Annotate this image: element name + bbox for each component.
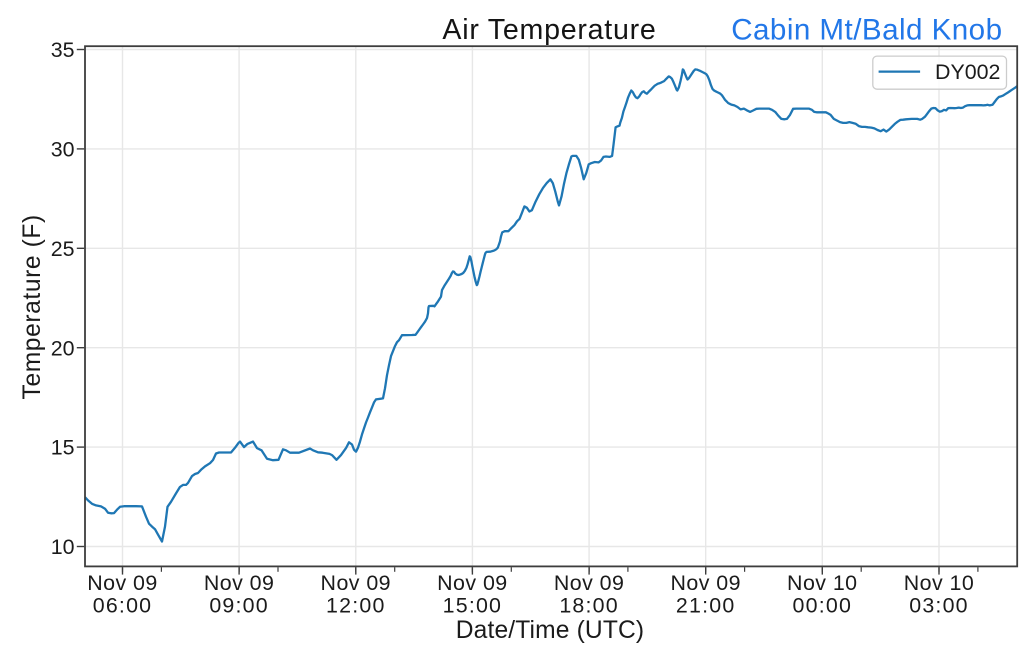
svg-text:15: 15 (51, 436, 75, 460)
svg-text:Nov 09: Nov 09 (204, 571, 274, 595)
svg-text:DY002: DY002 (935, 60, 1000, 84)
svg-text:Cabin Mt/Bald Knob: Cabin Mt/Bald Knob (731, 14, 1002, 47)
svg-text:15:00: 15:00 (443, 594, 503, 618)
svg-text:25: 25 (51, 237, 75, 261)
svg-text:12:00: 12:00 (326, 594, 386, 618)
svg-text:Temperature (F): Temperature (F) (19, 214, 46, 399)
svg-text:18:00: 18:00 (559, 594, 619, 618)
svg-text:Date/Time (UTC): Date/Time (UTC) (456, 617, 645, 644)
svg-text:30: 30 (51, 138, 75, 162)
svg-text:Air Temperature: Air Temperature (442, 14, 656, 46)
svg-text:20: 20 (51, 336, 75, 360)
svg-text:06:00: 06:00 (93, 594, 153, 618)
svg-text:00:00: 00:00 (793, 594, 853, 618)
svg-text:Nov 09: Nov 09 (670, 571, 740, 595)
svg-text:Nov 09: Nov 09 (87, 571, 157, 595)
svg-text:Nov 10: Nov 10 (787, 571, 857, 595)
svg-text:03:00: 03:00 (909, 594, 969, 618)
svg-text:09:00: 09:00 (209, 594, 269, 618)
svg-text:Nov 09: Nov 09 (321, 571, 391, 595)
svg-text:Nov 09: Nov 09 (554, 571, 624, 595)
svg-text:10: 10 (51, 535, 75, 559)
svg-text:35: 35 (51, 38, 75, 62)
svg-text:21:00: 21:00 (676, 594, 736, 618)
svg-text:Nov 09: Nov 09 (437, 571, 507, 595)
svg-text:Nov 10: Nov 10 (904, 571, 974, 595)
